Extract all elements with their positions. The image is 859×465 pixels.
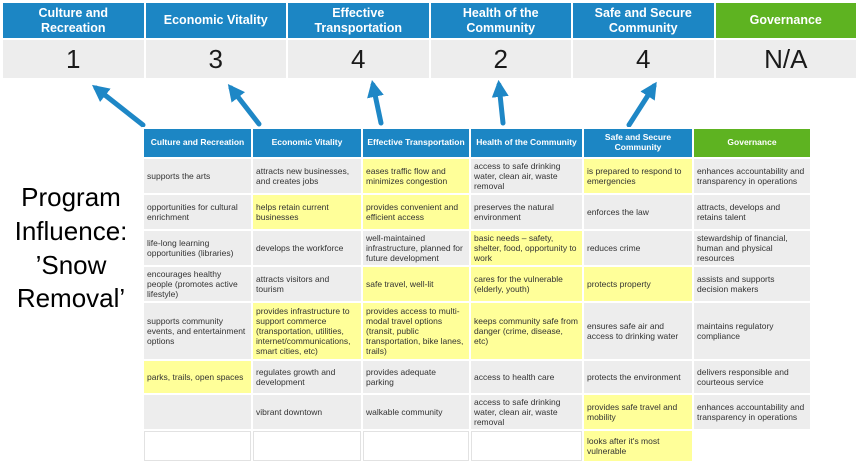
matrix-cell: attracts, develops and retains talent xyxy=(694,195,810,230)
matrix-row-4: supports community events, and entertain… xyxy=(144,303,810,360)
summary-header-health-of-the-community: Health of the Community xyxy=(430,3,571,38)
score-economic-vitality: 3 xyxy=(145,40,286,78)
up-arrow-icon xyxy=(367,80,384,126)
up-arrows xyxy=(91,79,657,128)
matrix-row-7: looks after it's most vulnerable xyxy=(144,431,810,462)
matrix-cell xyxy=(144,431,251,462)
matrix-cell: enforces the law xyxy=(584,195,692,230)
score-health-of-the-community: 2 xyxy=(430,40,571,78)
matrix-cell-highlighted: keeps community safe from danger (crime,… xyxy=(471,303,582,360)
matrix-row-1: opportunities for cultural enrichment hel… xyxy=(144,195,810,230)
up-arrow-icon xyxy=(491,79,509,126)
matrix-cell: vibrant downtown xyxy=(253,395,361,430)
matrix-cell-highlighted: provides access to multi-modal travel op… xyxy=(363,303,469,360)
matrix-header-0: Culture and Recreation xyxy=(144,129,251,157)
score-safe-and-secure-community: 4 xyxy=(573,40,714,78)
matrix-row-6: vibrant downtown walkable community access… xyxy=(144,395,810,430)
matrix-cell: protects the environment xyxy=(584,361,692,394)
matrix-cell: enhances accountability and transparency… xyxy=(694,159,810,194)
up-right-arrow-icon xyxy=(626,81,657,128)
matrix-row-0: supports the arts attracts new businesses… xyxy=(144,159,810,194)
matrix-wrap: Culture and Recreation Economic Vitality E… xyxy=(142,127,812,464)
matrix-cell-highlighted: provides safe travel and mobility xyxy=(584,395,692,430)
matrix-header-4: Safe and Secure Community xyxy=(584,129,692,157)
matrix-cell: provides adequate parking xyxy=(363,361,469,394)
matrix-cell xyxy=(144,395,251,430)
matrix-header-3: Health of the Community xyxy=(471,129,582,157)
matrix-cell: life-long learning opportunities (librar… xyxy=(144,231,251,266)
matrix-cell: regulates growth and development xyxy=(253,361,361,394)
matrix-cell xyxy=(471,431,582,462)
up-left-arrow-icon xyxy=(91,84,146,128)
matrix-cell: encourages healthy people (promotes acti… xyxy=(144,267,251,302)
matrix-cell xyxy=(694,431,810,462)
matrix-cell: access to safe drinking water, clean air… xyxy=(471,395,582,430)
matrix-cell: supports the arts xyxy=(144,159,251,194)
matrix-header-1: Economic Vitality xyxy=(253,129,361,157)
matrix-cell: reduces crime xyxy=(584,231,692,266)
matrix-cell: assists and supports decision makers xyxy=(694,267,810,302)
summary-header-economic-vitality: Economic Vitality xyxy=(145,3,286,38)
summary-header-governance: Governance xyxy=(715,3,856,38)
matrix-cell xyxy=(363,431,469,462)
matrix-header-5: Governance xyxy=(694,129,810,157)
matrix-cell: walkable community xyxy=(363,395,469,430)
summary-header-safe-and-secure-community: Safe and Secure Community xyxy=(573,3,714,38)
matrix-cell: ensures safe air and access to drinking … xyxy=(584,303,692,360)
matrix-cell-highlighted: is prepared to respond to emergencies xyxy=(584,159,692,194)
matrix-cell: maintains regulatory compliance xyxy=(694,303,810,360)
summary-header-culture-and-recreation: Culture and Recreation xyxy=(3,3,144,38)
matrix-cell-highlighted: basic needs – safety, shelter, food, opp… xyxy=(471,231,582,266)
matrix-cell-highlighted: provides convenient and efficient access xyxy=(363,195,469,230)
program-influence-label: Program Influence: ’Snow Removal’ xyxy=(14,182,128,314)
matrix-cell: delivers responsible and courteous servi… xyxy=(694,361,810,394)
matrix-cell-highlighted: parks, trails, open spaces xyxy=(144,361,251,394)
matrix-cell-highlighted: safe travel, well-lit xyxy=(363,267,469,302)
matrix-cell: access to health care xyxy=(471,361,582,394)
matrix-cell-highlighted: cares for the vulnerable (elderly, youth… xyxy=(471,267,582,302)
matrix-cell-highlighted: provides infrastructure to support comme… xyxy=(253,303,361,360)
matrix-cell-highlighted: looks after it's most vulnerable xyxy=(584,431,692,462)
score-effective-transportation: 4 xyxy=(288,40,429,78)
score-culture-and-recreation: 1 xyxy=(3,40,144,78)
matrix-cell-highlighted: eases traffic flow and minimizes congest… xyxy=(363,159,469,194)
matrix-header-2: Effective Transportation xyxy=(363,129,469,157)
matrix-cell-highlighted: protects property xyxy=(584,267,692,302)
matrix-row-3: encourages healthy people (promotes acti… xyxy=(144,267,810,302)
summary-header-effective-transportation: Effective Transportation xyxy=(288,3,429,38)
matrix-cell-highlighted: helps retain current businesses xyxy=(253,195,361,230)
matrix-cell: attracts visitors and tourism xyxy=(253,267,361,302)
matrix-cell: stewardship of financial, human and phys… xyxy=(694,231,810,266)
score-governance: N/A xyxy=(715,40,856,78)
matrix-cell: enhances accountability and transparency… xyxy=(694,395,810,430)
matrix-cell: supports community events, and entertain… xyxy=(144,303,251,360)
matrix-cell: develops the workforce xyxy=(253,231,361,266)
matrix-cell: attracts new businesses, and creates job… xyxy=(253,159,361,194)
matrix-cell: preserves the natural environment xyxy=(471,195,582,230)
matrix-cell: access to safe drinking water, clean air… xyxy=(471,159,582,194)
matrix-row-5: parks, trails, open spaces regulates grow… xyxy=(144,361,810,394)
matrix-cell: opportunities for cultural enrichment xyxy=(144,195,251,230)
up-left-arrow-icon xyxy=(227,83,262,127)
matrix-cell: well-maintained infrastructure, planned … xyxy=(363,231,469,266)
influence-matrix-table: Culture and Recreation Economic Vitality E… xyxy=(142,127,812,464)
matrix-cell xyxy=(253,431,361,462)
summary-table: Culture and Recreation Economic Vitality… xyxy=(3,3,856,78)
matrix-row-2: life-long learning opportunities (librar… xyxy=(144,231,810,266)
